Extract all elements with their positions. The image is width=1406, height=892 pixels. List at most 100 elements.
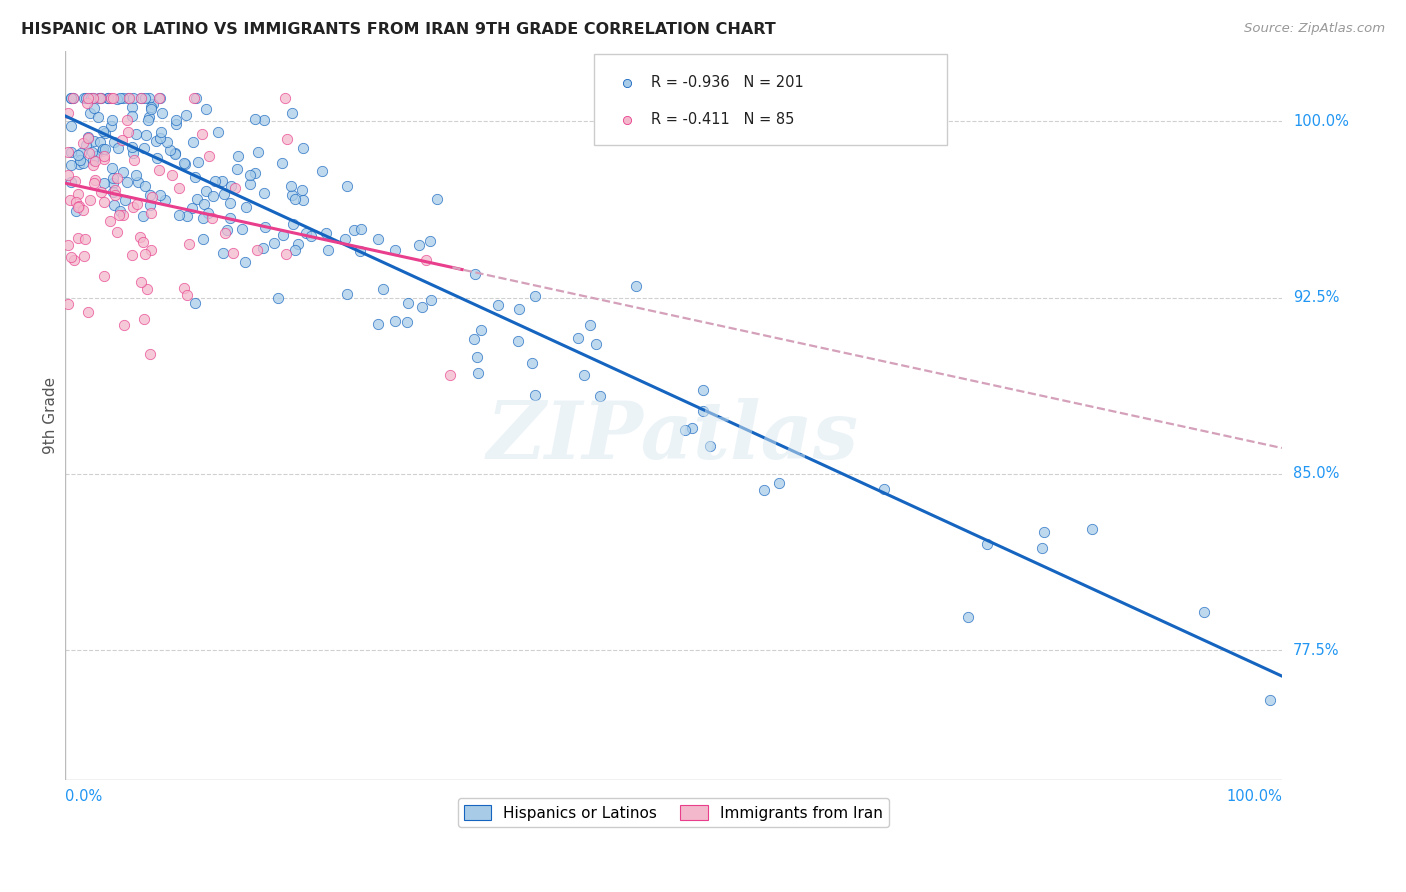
Point — [204, 174, 226, 188]
Point — [624, 279, 647, 293]
Point — [153, 193, 176, 207]
Point — [226, 149, 249, 163]
Point — [97, 91, 120, 105]
Point — [134, 91, 156, 105]
Point — [176, 209, 198, 223]
Point — [59, 119, 82, 133]
Point — [86, 110, 108, 124]
Point — [190, 127, 212, 141]
Point — [127, 175, 149, 189]
Point — [77, 304, 100, 318]
Point — [100, 91, 122, 105]
Point — [579, 318, 602, 332]
Point — [486, 298, 509, 312]
Point — [104, 183, 127, 197]
Point — [276, 246, 298, 260]
Point — [184, 296, 207, 310]
Point — [93, 176, 115, 190]
Point — [93, 194, 115, 209]
Point — [186, 91, 208, 105]
Point — [335, 286, 357, 301]
Point — [464, 267, 486, 281]
Point — [72, 155, 94, 169]
Point — [84, 149, 107, 163]
Point — [105, 92, 128, 106]
Point — [90, 91, 112, 105]
Legend: Hispanics or Latinos, Immigrants from Iran: Hispanics or Latinos, Immigrants from Ir… — [457, 798, 889, 827]
Point — [299, 228, 322, 243]
Point — [146, 151, 169, 165]
Point — [463, 332, 485, 346]
Text: 85.0%: 85.0% — [1294, 467, 1340, 482]
Point — [263, 235, 285, 250]
Point — [149, 130, 172, 145]
Point — [384, 314, 406, 328]
Point — [177, 237, 200, 252]
Point — [239, 177, 262, 191]
Point — [467, 366, 489, 380]
Point — [283, 218, 305, 232]
Point — [200, 211, 222, 225]
Point — [139, 205, 162, 219]
Text: 0.0%: 0.0% — [65, 789, 101, 804]
Point — [103, 136, 125, 150]
Point — [574, 368, 596, 382]
Point — [585, 337, 607, 351]
Y-axis label: 9th Grade: 9th Grade — [44, 376, 58, 454]
Point — [111, 133, 134, 147]
Point — [125, 168, 148, 182]
Point — [79, 193, 101, 207]
Point — [681, 421, 703, 435]
Point — [316, 243, 339, 257]
Point — [426, 193, 449, 207]
Point — [66, 187, 89, 202]
Point — [315, 226, 337, 240]
Point — [252, 241, 274, 255]
Point — [276, 132, 298, 146]
Point — [395, 315, 418, 329]
Point — [291, 141, 314, 155]
Point — [768, 475, 790, 490]
Point — [90, 144, 112, 158]
Point — [465, 350, 488, 364]
Point — [132, 312, 155, 326]
Point — [60, 175, 83, 189]
Point — [367, 317, 389, 331]
Point — [692, 383, 714, 397]
Point — [567, 331, 589, 345]
Point — [115, 175, 138, 189]
Point — [141, 189, 163, 203]
Point — [184, 169, 207, 184]
Point — [253, 113, 276, 128]
Point — [121, 200, 143, 214]
Point — [112, 164, 135, 178]
Point — [122, 153, 145, 167]
Point — [121, 91, 143, 105]
Point — [121, 109, 143, 123]
Point — [129, 275, 152, 289]
Point — [93, 152, 115, 166]
Point — [235, 200, 257, 214]
Point — [125, 127, 148, 141]
Point — [59, 193, 82, 207]
Point — [271, 155, 294, 169]
Point — [231, 222, 253, 236]
Point — [108, 203, 131, 218]
Point — [131, 209, 153, 223]
Point — [125, 197, 148, 211]
Point — [122, 145, 145, 160]
Point — [343, 223, 366, 237]
Point — [142, 96, 165, 111]
Point — [699, 439, 721, 453]
Point — [56, 237, 79, 252]
Point — [103, 198, 125, 212]
Point — [82, 91, 104, 105]
Point — [103, 171, 125, 186]
Point — [90, 186, 112, 200]
Point — [65, 194, 87, 209]
Point — [218, 195, 240, 210]
Point — [80, 145, 103, 160]
Point — [1192, 605, 1215, 619]
Point — [1258, 693, 1281, 707]
Point — [408, 238, 430, 252]
